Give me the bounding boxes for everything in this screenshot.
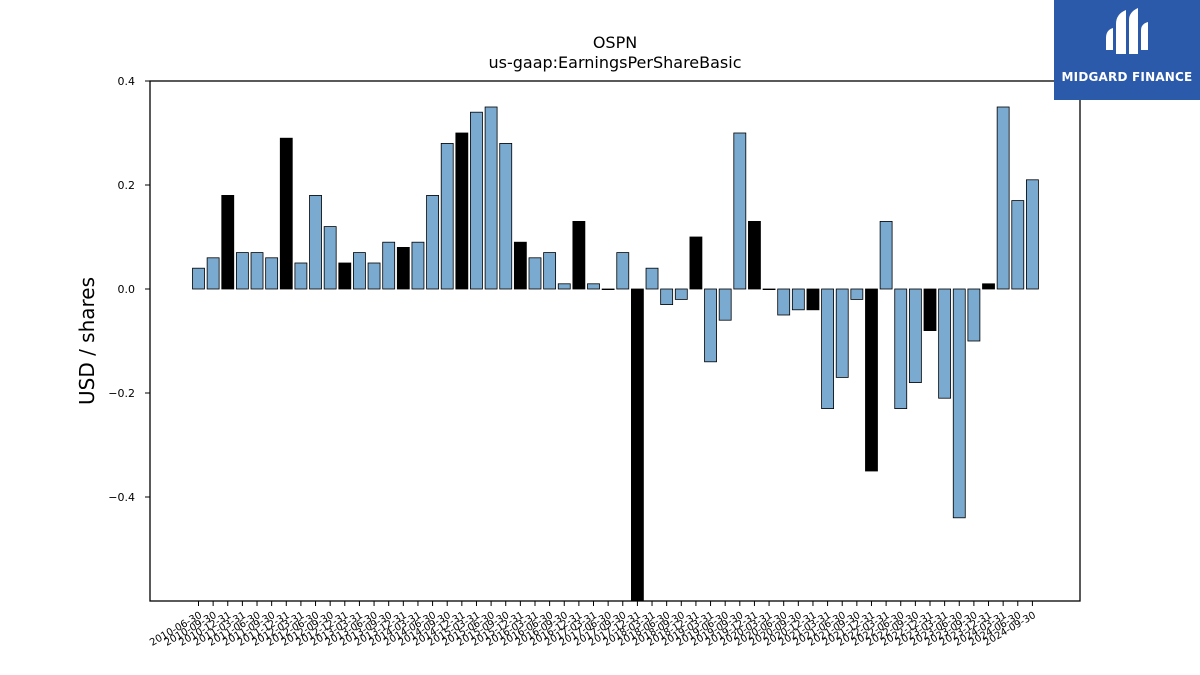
- bar-2011-12-31: [279, 137, 293, 290]
- brand-name: MIDGARD FINANCE: [1061, 70, 1193, 84]
- x-axis-ticks: 2010-06-302010-09-302010-12-312011-03-31…: [148, 601, 1038, 649]
- y-axis-ticks: 0.4 0.2 0.0 −0.2 −0.4: [108, 75, 150, 504]
- bar-2014-06-30: [426, 194, 439, 290]
- bar-2019-03-31: [704, 288, 717, 363]
- bar-2021-03-31: [821, 288, 834, 409]
- bar-2012-12-31: [338, 262, 352, 290]
- bar-2015-06-30: [484, 106, 498, 290]
- brand-logo: MIDGARD FINANCE: [1054, 0, 1200, 100]
- bar-2019-06-30: [718, 288, 732, 321]
- y-tick-label: −0.4: [108, 491, 135, 504]
- bar-2022-12-31: [923, 288, 937, 331]
- bar-2023-06-30: [952, 288, 966, 519]
- bar-2016-12-31: [572, 220, 586, 290]
- bar-2019-09-30: [733, 132, 747, 290]
- bar-2018-03-31: [645, 267, 659, 290]
- bar-2012-09-30: [323, 226, 337, 290]
- bar-2019-12-31: [748, 220, 761, 290]
- bar-2024-09-30: [1026, 179, 1039, 290]
- bar-2017-09-30: [616, 252, 630, 290]
- bar-2010-12-31: [221, 194, 235, 290]
- chart-title: OSPN: [593, 33, 637, 52]
- bar-2018-06-30: [660, 288, 674, 306]
- bar-2014-03-31: [411, 241, 425, 290]
- bar-2014-12-31: [455, 132, 469, 290]
- bar-2016-09-30: [557, 283, 571, 290]
- bar-2020-12-31: [806, 288, 820, 311]
- plot-area-frame: [149, 80, 1081, 602]
- bar-2011-09-30: [265, 257, 279, 290]
- bar-2014-09-30: [440, 142, 454, 290]
- bar-2024-06-30: [1011, 200, 1025, 290]
- chart-subtitle: us-gaap:EarningsPerShareBasic: [488, 53, 741, 72]
- bar-2015-12-31: [513, 241, 527, 290]
- y-axis-label: USD / shares: [75, 277, 99, 405]
- bar-2020-09-30: [791, 288, 805, 311]
- bar-2022-09-30: [908, 288, 922, 383]
- bar-2018-09-30: [674, 288, 688, 300]
- bar-2021-12-31: [865, 288, 878, 472]
- y-tick-label: 0.4: [118, 75, 136, 88]
- bar-2013-09-30: [382, 241, 396, 290]
- bar-2013-06-30: [367, 262, 381, 290]
- bar-2016-06-30: [543, 252, 557, 290]
- y-tick-label: 0.0: [118, 283, 136, 296]
- bar-2016-03-31: [528, 257, 542, 290]
- bar-2011-06-30: [250, 252, 264, 290]
- bar-2011-03-31: [235, 252, 249, 290]
- bar-2017-12-31: [631, 288, 644, 602]
- bar-2020-06-30: [777, 288, 791, 316]
- bar-2012-03-31: [294, 262, 308, 290]
- bar-2023-09-30: [967, 288, 981, 342]
- bar-2020-03-31: [762, 288, 776, 291]
- bar-2021-09-30: [850, 288, 864, 300]
- bar-2018-12-31: [689, 236, 703, 290]
- bar-2017-06-30: [601, 288, 615, 291]
- bar-2023-12-31: [982, 283, 995, 290]
- bar-2013-12-31: [396, 246, 410, 290]
- y-tick-label: 0.2: [118, 179, 136, 192]
- bar-2024-03-31: [996, 106, 1010, 290]
- bar-2013-03-31: [353, 252, 366, 290]
- bar-2015-09-30: [499, 142, 513, 290]
- bars-layer: [192, 106, 1039, 602]
- bar-2010-06-30: [192, 267, 205, 290]
- bar-2017-03-31: [587, 283, 600, 290]
- bar-2012-06-30: [309, 194, 322, 290]
- bar-2010-09-30: [206, 257, 220, 290]
- bar-2021-06-30: [835, 288, 849, 378]
- bar-2022-03-31: [879, 220, 893, 290]
- midgard-mark-icon: [1106, 8, 1148, 54]
- bar-2023-03-31: [938, 288, 952, 399]
- y-tick-label: −0.2: [108, 387, 135, 400]
- bar-2022-06-30: [894, 288, 908, 409]
- bar-2015-03-31: [470, 111, 483, 290]
